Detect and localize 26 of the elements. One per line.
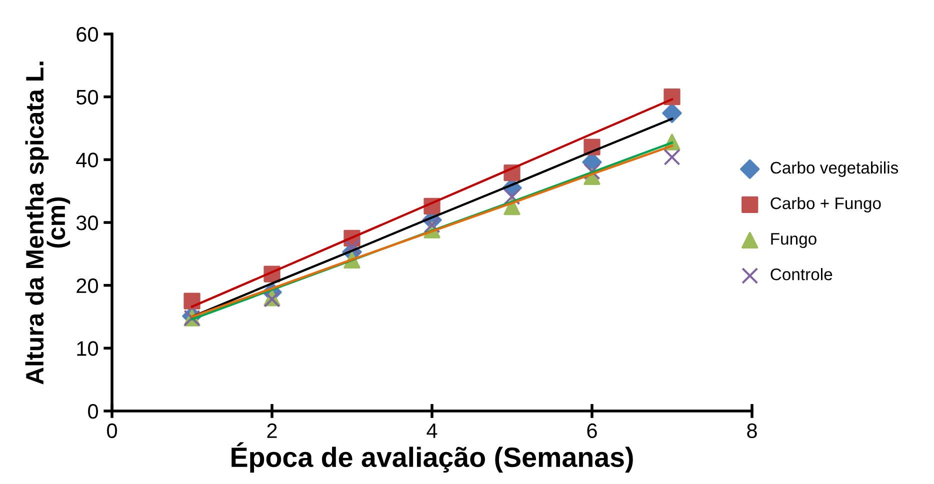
y-tick-label: 60 bbox=[76, 27, 98, 42]
x-tick-label: 0 bbox=[107, 423, 117, 438]
x-tick-label: 2 bbox=[267, 423, 277, 438]
y-tick-label: 40 bbox=[76, 152, 98, 168]
y-tick-label: 50 bbox=[76, 90, 98, 105]
legend-label: Fungo bbox=[771, 233, 816, 248]
point bbox=[184, 292, 200, 310]
y-tick-label: 30 bbox=[76, 216, 98, 230]
point bbox=[662, 103, 682, 123]
point bbox=[344, 238, 360, 256]
y-tick-label: 10 bbox=[77, 341, 98, 356]
x-tick-label: 6 bbox=[587, 423, 597, 438]
y-tick-label: 0 bbox=[88, 404, 98, 419]
x-tick-label: 8 bbox=[747, 423, 757, 438]
legend-label: Carbo + Fungo bbox=[770, 196, 881, 212]
x-tick-label: 4 bbox=[426, 424, 438, 438]
point bbox=[584, 163, 600, 180]
point bbox=[664, 148, 680, 166]
point bbox=[504, 198, 520, 216]
point bbox=[504, 188, 520, 206]
x-axis-title: Época de avaliação (Semanas) bbox=[232, 442, 633, 473]
legend-label: Carbo vegetabilis bbox=[770, 161, 898, 177]
legend-label: Controle bbox=[770, 268, 832, 280]
y-axis-title: Altura da Mentha spicata L. (cm) bbox=[25, 62, 70, 384]
y-tick-label: 20 bbox=[76, 278, 98, 294]
point bbox=[664, 88, 680, 106]
